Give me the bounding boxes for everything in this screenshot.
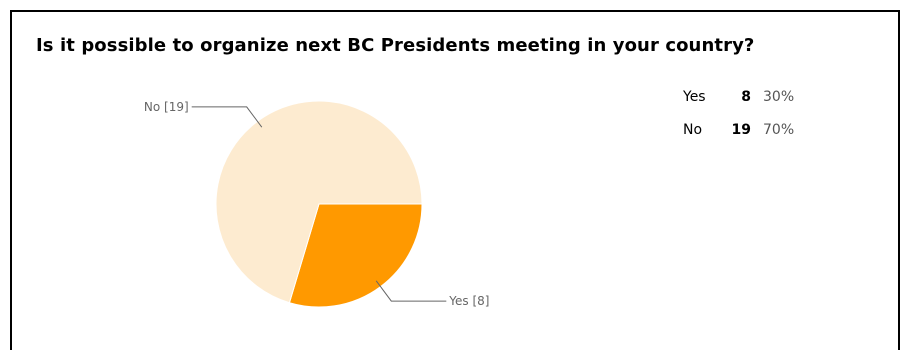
callout-label-no: No [19] [144,100,189,114]
summary-label: No [683,122,703,138]
summary-count: 8 [741,89,751,105]
summary-percent: 70% [763,122,795,138]
summary-label: Yes [683,89,706,105]
callout-line-no [191,106,263,128]
chart-title: Is it possible to organize next BC Presi… [36,35,755,56]
summary-count: 19 [731,122,751,138]
chart-frame [10,10,900,350]
callout-label-yes: Yes [8] [448,294,489,308]
callout-line-yes [375,280,447,302]
summary-percent: 30% [763,89,795,105]
